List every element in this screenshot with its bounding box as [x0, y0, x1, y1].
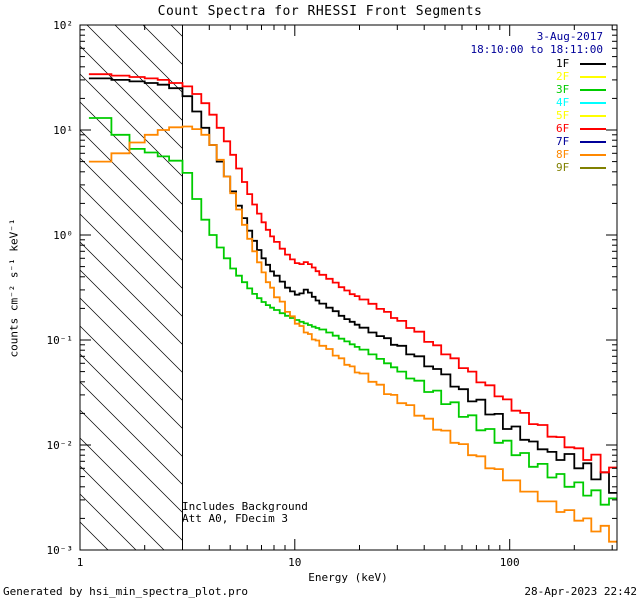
x-tick-label: 1: [77, 556, 84, 569]
x-tick-label: 100: [500, 556, 520, 569]
legend-label: 8F: [556, 148, 570, 161]
y-tick-label: 10⁻³: [47, 544, 74, 557]
legend-line-swatch: [580, 88, 606, 91]
legend-label: 7F: [556, 135, 570, 148]
legend-line-swatch: [580, 166, 606, 169]
x-axis-label: Energy (keV): [308, 571, 388, 584]
legend-label: 3F: [556, 83, 570, 96]
generation-timestamp: 28-Apr-2023 22:42: [524, 585, 637, 598]
legend-item-7f: 7F: [556, 135, 606, 148]
legend-item-6f: 6F: [556, 122, 606, 135]
spectrum-curve-8f: [88, 125, 617, 543]
legend-label: 2F: [556, 70, 570, 83]
spectrum-curve-6f: [88, 73, 617, 474]
legend-item-4f: 4F: [556, 96, 606, 109]
y-axis-label: counts cm⁻² s⁻¹ keV⁻¹: [7, 218, 21, 358]
legend-label: 1F: [556, 57, 570, 70]
page-title: Count Spectra for RHESSI Front Segments: [157, 4, 483, 19]
observation-date: 3-Aug-2017: [536, 30, 603, 43]
legend-item-2f: 2F: [556, 70, 606, 83]
y-tick-label: 10⁻²: [47, 439, 74, 452]
legend-item-5f: 5F: [556, 109, 606, 122]
legend-item-1f: 1F: [556, 57, 606, 70]
legend-label: 5F: [556, 109, 570, 122]
hatch-region: [80, 25, 183, 550]
annotation-attenuator-state: Att A0, FDecim 3: [182, 512, 288, 525]
generated-by-text: Generated by hsi_min_spectra_plot.pro: [3, 585, 249, 598]
spectrum-curve-3f: [88, 117, 617, 506]
legend: 1F 2F 3F 4F 5F 6F 7F 8F 9F: [556, 57, 606, 174]
y-tick-label: 10²: [53, 19, 73, 32]
legend-item-3f: 3F: [556, 83, 606, 96]
y-tick-label: 10⁻¹: [47, 334, 74, 347]
legend-line-swatch: [580, 101, 606, 104]
legend-label: 6F: [556, 122, 570, 135]
legend-label: 9F: [556, 161, 570, 174]
y-tick-label: 10¹: [53, 124, 73, 137]
annotation-includes-background: Includes Background: [182, 500, 308, 513]
axis-ticks: [79, 24, 617, 551]
legend-line-swatch: [580, 153, 606, 156]
legend-item-9f: 9F: [556, 161, 606, 174]
legend-item-8f: 8F: [556, 148, 606, 161]
axes-box: [79, 24, 618, 551]
x-tick-label: 10: [288, 556, 301, 569]
legend-line-swatch: [580, 127, 606, 130]
spectrum-curve-1f: [88, 77, 617, 494]
legend-line-swatch: [580, 75, 606, 78]
legend-label: 4F: [556, 96, 570, 109]
legend-line-swatch: [580, 62, 606, 65]
legend-line-swatch: [580, 114, 606, 117]
legend-line-swatch: [580, 140, 606, 143]
observation-time-range: 18:10:00 to 18:11:00: [470, 43, 603, 56]
y-tick-label: 10⁰: [53, 229, 73, 242]
